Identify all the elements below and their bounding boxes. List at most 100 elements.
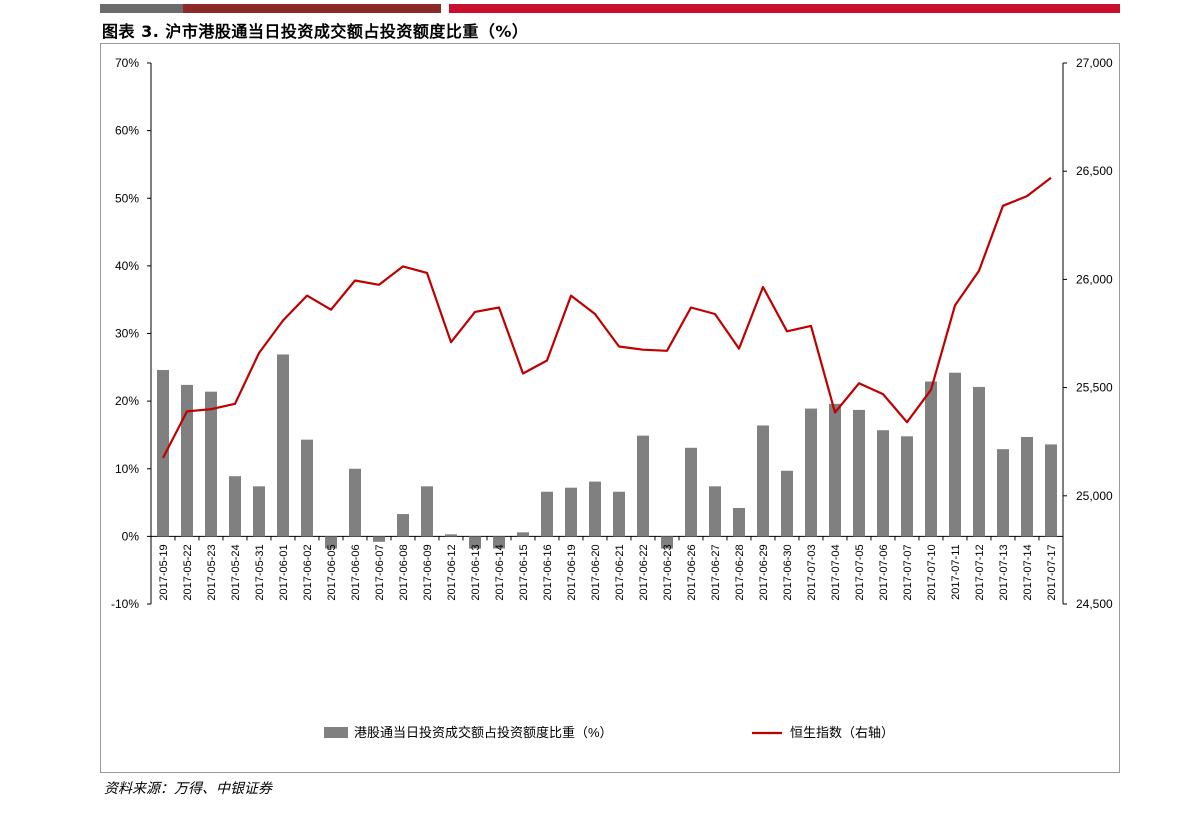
x-tick-label: 2017-06-08 xyxy=(398,544,410,600)
bar xyxy=(253,486,265,537)
bar xyxy=(757,425,769,537)
x-tick-label: 2017-05-23 xyxy=(206,544,218,600)
x-tick-label: 2017-06-13 xyxy=(470,544,482,600)
x-tick-label: 2017-06-02 xyxy=(302,544,314,600)
right-tick-label: 24,500 xyxy=(1076,597,1113,611)
bar xyxy=(541,491,553,537)
chart-title: 图表 3. 沪市港股通当日投资成交额占投资额度比重（%） xyxy=(102,22,529,41)
bar xyxy=(277,354,289,537)
bar xyxy=(1045,444,1057,537)
x-tick-label: 2017-06-26 xyxy=(686,544,698,600)
bar xyxy=(229,476,241,537)
bar xyxy=(949,372,961,537)
chart-frame xyxy=(100,43,1120,773)
x-tick-label: 2017-06-16 xyxy=(542,544,554,600)
left-tick-label: -10% xyxy=(111,597,139,611)
bar xyxy=(469,536,481,549)
bar xyxy=(613,491,625,537)
header-bar-gray xyxy=(100,4,183,13)
bar xyxy=(829,403,841,537)
x-tick-label: 2017-06-01 xyxy=(278,544,290,600)
x-tick-label: 2017-06-29 xyxy=(758,544,770,600)
x-tick-label: 2017-06-14 xyxy=(494,544,506,600)
right-tick-label: 26,500 xyxy=(1076,164,1113,178)
bar xyxy=(565,487,577,537)
x-tick-label: 2017-06-06 xyxy=(350,544,362,600)
bar xyxy=(445,534,457,537)
x-tick-label: 2017-05-22 xyxy=(182,544,194,600)
line-hsi xyxy=(162,176,1052,459)
x-tick-label: 2017-05-31 xyxy=(254,544,266,600)
left-tick-label: 30% xyxy=(115,327,139,341)
bar xyxy=(973,386,985,537)
left-tick-label: 60% xyxy=(115,124,139,138)
bar xyxy=(709,486,721,537)
header-bar-darkred xyxy=(183,4,441,13)
x-tick-label: 2017-06-05 xyxy=(326,544,338,600)
x-tick-label: 2017-06-12 xyxy=(446,544,458,600)
bar xyxy=(589,481,601,537)
bar xyxy=(349,468,361,537)
header-bar-red xyxy=(449,4,1120,13)
x-tick-label: 2017-06-28 xyxy=(734,544,746,600)
x-tick-label: 2017-06-30 xyxy=(782,544,794,600)
legend-swatch-bar xyxy=(324,727,348,738)
bar xyxy=(373,536,385,542)
right-tick-label: 26,000 xyxy=(1076,272,1113,286)
x-tick-label: 2017-07-10 xyxy=(926,544,938,600)
x-tick-label: 2017-06-21 xyxy=(614,544,626,600)
x-tick-label: 2017-07-11 xyxy=(950,544,962,599)
legend-label-line: 恒生指数（右轴） xyxy=(790,725,894,740)
x-tick-label: 2017-07-06 xyxy=(878,544,890,600)
right-tick-label: 27,000 xyxy=(1076,56,1113,70)
x-tick-label: 2017-07-07 xyxy=(902,544,914,600)
bar xyxy=(157,370,169,537)
right-tick-label: 25,000 xyxy=(1076,489,1113,503)
bar xyxy=(493,536,505,549)
bar xyxy=(181,384,193,537)
bar xyxy=(997,449,1009,537)
x-tick-label: 2017-06-07 xyxy=(374,544,386,600)
bar xyxy=(925,381,937,537)
bar xyxy=(685,447,697,537)
x-tick-label: 2017-06-20 xyxy=(590,544,602,600)
left-tick-label: 0% xyxy=(122,529,140,543)
legend-label-bar: 港股通当日投资成交额占投资额度比重（%） xyxy=(354,725,613,740)
x-tick-label: 2017-07-05 xyxy=(854,544,866,600)
x-tick-label: 2017-06-23 xyxy=(662,544,674,600)
left-tick-label: 50% xyxy=(115,191,139,205)
x-tick-label: 2017-05-19 xyxy=(158,544,170,600)
x-tick-label: 2017-05-24 xyxy=(230,544,242,600)
source-note: 资料来源：万得、中银证券 xyxy=(104,781,272,797)
bar xyxy=(301,439,313,537)
bar xyxy=(733,507,745,537)
bar xyxy=(901,436,913,537)
bar xyxy=(397,514,409,537)
x-tick-label: 2017-07-13 xyxy=(998,544,1010,600)
bar xyxy=(421,486,433,537)
bar xyxy=(325,536,337,549)
x-tick-label: 2017-06-22 xyxy=(638,544,650,600)
right-tick-label: 25,500 xyxy=(1076,381,1113,395)
left-tick-label: 10% xyxy=(115,462,139,476)
x-tick-label: 2017-06-15 xyxy=(518,544,530,600)
x-tick-label: 2017-07-03 xyxy=(806,544,818,600)
bar xyxy=(1021,436,1033,537)
x-tick-label: 2017-06-09 xyxy=(422,544,434,600)
x-tick-label: 2017-06-19 xyxy=(566,544,578,600)
x-tick-label: 2017-07-12 xyxy=(974,544,986,600)
bar xyxy=(637,435,649,537)
x-tick-label: 2017-06-27 xyxy=(710,544,722,600)
bar xyxy=(517,532,529,537)
left-tick-label: 70% xyxy=(115,56,139,70)
bar xyxy=(805,408,817,537)
left-tick-label: 40% xyxy=(115,259,139,273)
x-tick-label: 2017-07-04 xyxy=(830,544,842,600)
bar xyxy=(205,391,217,537)
bar xyxy=(781,470,793,537)
left-tick-label: 20% xyxy=(115,394,139,408)
x-tick-label: 2017-07-17 xyxy=(1046,544,1058,600)
bar xyxy=(853,409,865,537)
bar xyxy=(877,430,889,537)
